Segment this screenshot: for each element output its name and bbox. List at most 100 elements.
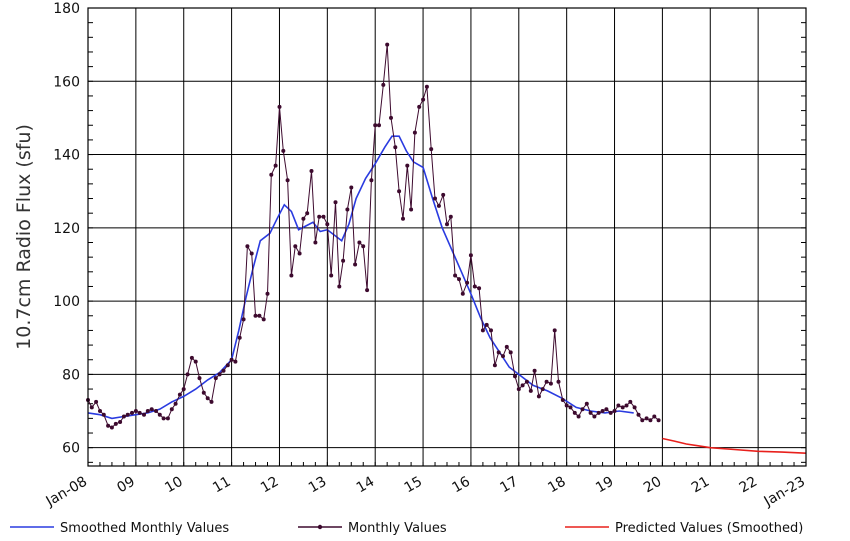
data-point xyxy=(460,291,465,296)
data-point xyxy=(433,196,437,201)
data-point xyxy=(357,240,362,245)
data-point xyxy=(213,376,218,381)
y-tick-label: 120 xyxy=(53,221,80,237)
data-point xyxy=(616,403,621,408)
data-point xyxy=(317,214,322,219)
data-point xyxy=(361,244,366,249)
data-point xyxy=(121,414,126,419)
data-point xyxy=(193,359,198,364)
legend: Smoothed Monthly Values Monthly Values Pre… xyxy=(10,521,803,536)
data-point xyxy=(580,407,585,412)
data-point xyxy=(145,409,150,413)
data-point xyxy=(149,407,154,412)
data-point xyxy=(265,291,270,296)
data-point xyxy=(564,403,569,408)
data-point xyxy=(118,420,123,424)
data-point xyxy=(329,273,334,278)
data-point xyxy=(477,286,482,291)
data-point xyxy=(624,403,629,408)
data-point xyxy=(508,350,513,355)
data-point xyxy=(501,354,505,359)
data-point xyxy=(560,398,565,402)
data-point xyxy=(253,313,258,318)
data-point xyxy=(424,84,429,89)
y-tick-label: 60 xyxy=(62,441,80,457)
data-point xyxy=(237,335,242,340)
data-point xyxy=(620,405,625,410)
data-point xyxy=(333,200,338,205)
data-point xyxy=(524,379,529,384)
data-point xyxy=(106,423,111,428)
data-point xyxy=(513,374,517,379)
x-tick-label: 11 xyxy=(210,474,233,497)
data-point xyxy=(381,82,386,87)
data-point xyxy=(369,178,374,183)
data-point xyxy=(417,104,422,109)
legend-label: Monthly Values xyxy=(348,521,447,536)
data-point xyxy=(285,178,290,183)
data-point xyxy=(154,409,158,413)
data-point xyxy=(289,273,294,278)
data-point xyxy=(656,418,661,423)
data-point xyxy=(612,409,617,413)
data-point xyxy=(249,251,254,256)
data-point xyxy=(281,148,286,153)
data-point xyxy=(297,251,302,256)
legend-item: Smoothed Monthly Values xyxy=(10,521,229,536)
data-point xyxy=(173,401,178,406)
data-point xyxy=(233,359,238,364)
data-point xyxy=(273,163,278,168)
data-point xyxy=(177,392,182,397)
data-point xyxy=(468,253,473,258)
data-point xyxy=(345,207,350,212)
data-point xyxy=(608,410,613,415)
data-point xyxy=(257,313,262,318)
data-point xyxy=(568,405,573,410)
data-point xyxy=(197,376,202,381)
data-point xyxy=(516,387,521,392)
data-point xyxy=(409,207,414,212)
data-point xyxy=(133,409,138,413)
data-point xyxy=(648,418,653,423)
data-point xyxy=(389,115,393,120)
data-point xyxy=(365,288,370,293)
x-tick-label: 21 xyxy=(689,474,712,497)
data-point xyxy=(588,410,593,415)
data-point xyxy=(448,214,453,219)
plot-frame xyxy=(87,7,807,467)
y-axis-label: 10.7cm Radio Flux (sfu) xyxy=(13,124,35,350)
data-point xyxy=(520,383,525,388)
data-point xyxy=(277,104,282,109)
data-point xyxy=(592,414,597,419)
data-point xyxy=(504,344,509,349)
y-tick-label: 180 xyxy=(53,1,80,17)
x-tick-label: 09 xyxy=(114,474,137,497)
data-point xyxy=(189,355,194,360)
x-tick-labels: Jan-08 09 10 11 12 13 14 15 16 17 18 19 20 21 22 Jan-23 xyxy=(43,474,808,511)
data-point xyxy=(349,185,354,190)
data-point xyxy=(540,387,545,392)
data-point xyxy=(596,410,601,415)
data-point xyxy=(225,363,230,368)
data-point xyxy=(436,203,441,208)
data-point xyxy=(161,416,166,421)
data-point xyxy=(221,368,226,373)
x-tick-label: 18 xyxy=(545,474,568,497)
data-point xyxy=(445,222,449,227)
data-point xyxy=(572,410,577,415)
data-point xyxy=(341,258,346,263)
data-point xyxy=(309,169,314,173)
data-point xyxy=(137,410,142,415)
data-point xyxy=(556,379,561,384)
data-point xyxy=(181,387,186,392)
data-point xyxy=(457,277,461,282)
data-point xyxy=(552,328,557,333)
data-point xyxy=(484,322,489,327)
data-point xyxy=(245,244,250,249)
legend-label: Smoothed Monthly Values xyxy=(60,521,229,536)
data-point xyxy=(109,425,114,430)
data-point xyxy=(429,147,434,152)
x-tick-label: 13 xyxy=(306,474,329,497)
data-point xyxy=(393,145,398,150)
data-point xyxy=(548,381,553,386)
